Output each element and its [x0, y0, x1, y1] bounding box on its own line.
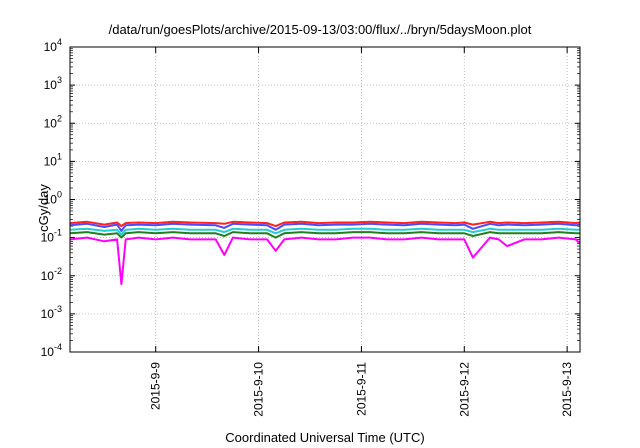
y-tick-label: 104 [44, 37, 62, 54]
y-tick-label: 103 [44, 75, 62, 92]
plot-frame [69, 46, 581, 353]
series-line-3 [69, 227, 580, 236]
x-tick-label: 2015-9-10 [252, 362, 266, 417]
y-tick-label: 10-1 [41, 228, 62, 245]
y-tick-label: 10-2 [41, 266, 62, 283]
y-tick-label: 102 [44, 113, 62, 130]
y-tick-label: 10-3 [41, 304, 62, 321]
x-tick-label: 2015-9-11 [354, 362, 368, 416]
y-tick-label: 100 [44, 190, 62, 207]
series-line-2 [69, 222, 581, 232]
y-tick-label: 101 [44, 151, 62, 168]
chart-title: /data/run/goesPlots/archive/2015-09-13/0… [108, 22, 532, 37]
x-tick-label: 2015-9-13 [560, 362, 574, 417]
series-line-4 [69, 231, 580, 239]
x-tick-label: 2015-9-9 [149, 362, 163, 410]
series-line-1 [69, 220, 581, 228]
x-axis-label: Coordinated Universal Time (UTC) [225, 430, 425, 445]
x-tick-label: 2015-9-12 [457, 362, 471, 417]
y-tick-label: 10-4 [41, 342, 62, 359]
series-line-5 [69, 236, 581, 286]
